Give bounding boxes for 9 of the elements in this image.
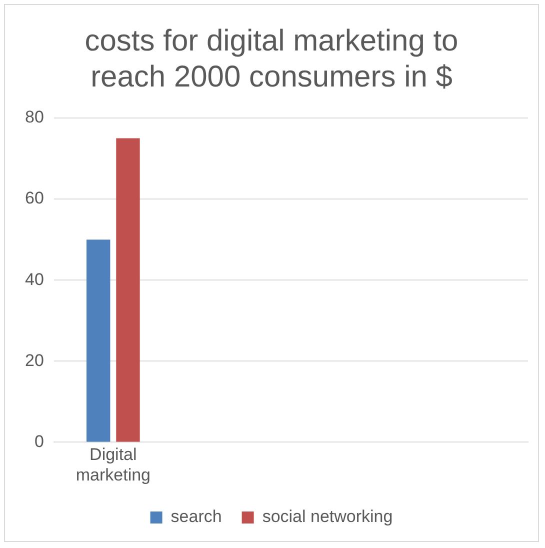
x-tick-label: Digital marketing [76,445,150,484]
y-tick-label: 80 [24,108,44,127]
y-tick-label: 0 [34,432,44,451]
y-tick-label: 40 [24,270,44,289]
legend-label: social networking [262,507,393,526]
chart-title: costs for digital marketing to reach 2000 consumers in $ [84,24,458,94]
y-tick-label: 60 [24,188,44,208]
legend-label: search [170,507,222,526]
y-tick-label: 20 [24,350,44,370]
